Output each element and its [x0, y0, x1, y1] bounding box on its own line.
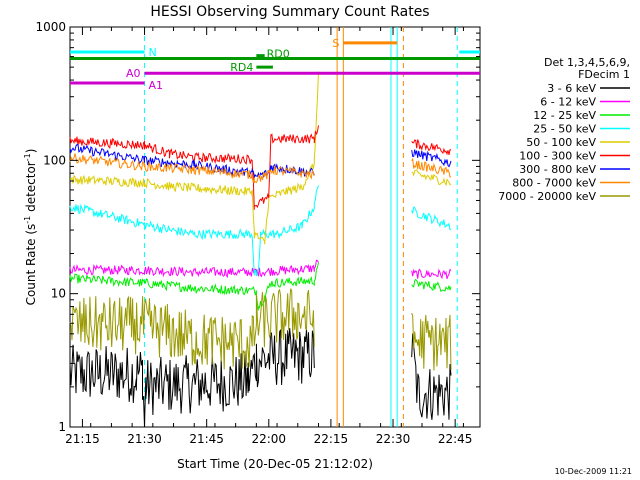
status-bar-label: A1	[149, 79, 164, 92]
series-line	[69, 259, 452, 280]
x-axis-label: Start Time (20-Dec-05 21:12:02)	[177, 457, 373, 471]
y-axis-label: Count Rate (s-1 detector-1)	[23, 149, 38, 306]
legend-entry-label: 800 - 7000 keV	[512, 177, 596, 190]
plot-frame	[69, 26, 481, 428]
series-line	[69, 262, 452, 311]
y-tick-label: 1000	[35, 20, 66, 34]
status-bar-label: A0	[126, 67, 141, 80]
series-line	[69, 288, 452, 371]
legend-header-2: FDecim 1	[578, 68, 630, 81]
x-tick-label: 22:45	[438, 432, 473, 446]
y-tick-label: 100	[43, 153, 66, 167]
series-line	[69, 185, 451, 277]
y-tick-label: 10	[51, 287, 66, 301]
plot-area: N RD0 RD4 A0 A1 S 21:15 21:30 21:45 22:00 22:15 22…	[35, 20, 481, 446]
series-line	[69, 327, 452, 428]
generated-timestamp: 10-Dec-2009 11:21	[555, 467, 632, 476]
chart-title: HESSI Observing Summary Count Rates	[150, 4, 429, 20]
series-lines	[69, 71, 452, 428]
status-bars: N RD0 RD4 A0 A1 S	[70, 37, 480, 92]
y-tick-label: 1	[58, 420, 66, 434]
legend-entry-label: 300 - 800 keV	[519, 163, 596, 176]
legend-entry-label: 25 - 50 keV	[533, 123, 596, 136]
status-bar-label: N	[149, 46, 157, 59]
x-tick-label: 21:30	[127, 432, 162, 446]
x-tick-label: 21:15	[65, 432, 100, 446]
legend-entry-label: 6 - 12 keV	[540, 96, 596, 109]
x-axis: 21:15 21:30 21:45 22:00 22:15 22:30 22:45	[65, 27, 472, 446]
status-bar-label: S	[332, 37, 339, 50]
legend-entry-label: 12 - 25 keV	[533, 109, 596, 122]
x-tick-label: 22:00	[251, 432, 286, 446]
status-bar-label: RD0	[267, 48, 290, 61]
series-line	[69, 153, 452, 184]
series-line	[69, 125, 452, 210]
series-line	[69, 144, 452, 179]
legend-header-1: Det 1,3,4,5,6,9,	[544, 56, 630, 69]
vertical-markers	[144, 27, 458, 427]
status-bar-label: RD4	[230, 61, 253, 74]
x-tick-label: 21:45	[189, 432, 224, 446]
series-line	[69, 71, 452, 245]
x-tick-label: 22:30	[376, 432, 411, 446]
y-axis: 1 10 100 1000	[35, 20, 480, 434]
legend-entry-label: 7000 - 20000 keV	[498, 190, 596, 203]
legend-entry-label: 50 - 100 keV	[526, 136, 596, 149]
legend-entry-label: 3 - 6 keV	[547, 82, 596, 95]
legend-entry-label: 100 - 300 keV	[519, 150, 596, 163]
x-tick-label: 22:15	[314, 432, 349, 446]
